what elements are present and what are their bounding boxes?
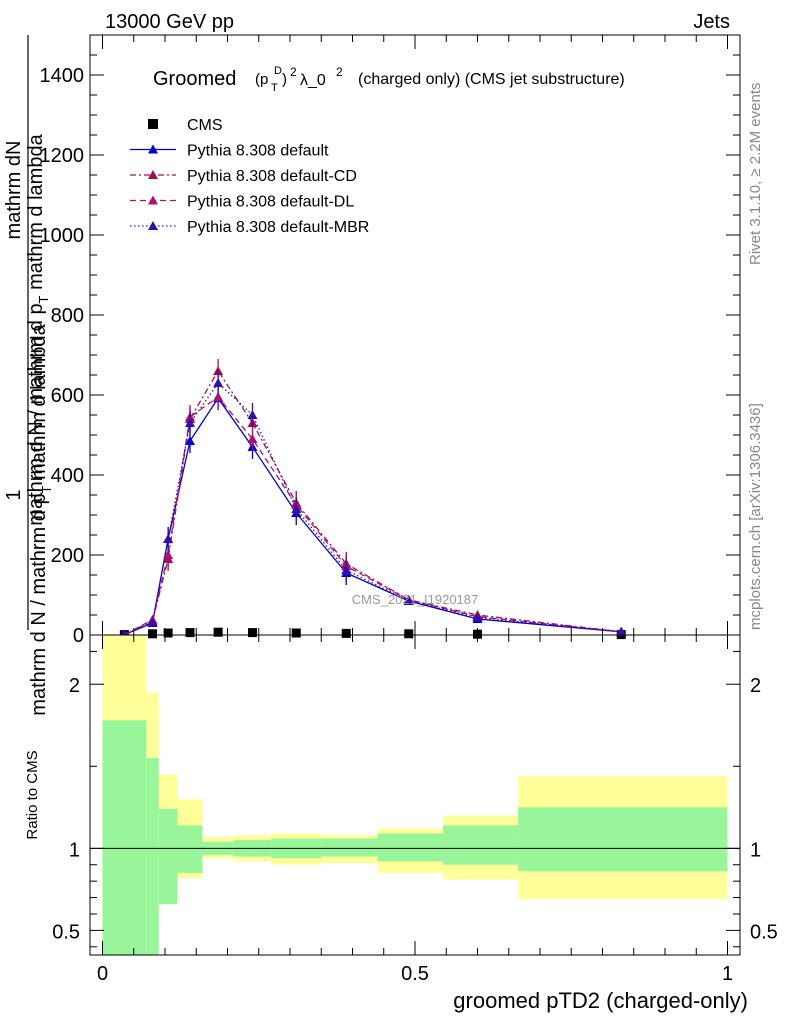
cms-point [404,629,414,639]
header-right: Jets [693,11,730,33]
series-marker [185,436,195,445]
main-panel: 0 200 400 600 800 1000 1200 1400 CMS_2021_I1920… [40,34,741,647]
legend-label: Pythia 8.308 default-MBR [187,219,369,236]
watermark: CMS_2021_I1920187 [352,592,479,607]
ratio-band-inner [321,838,378,857]
header-left: 13000 GeV pp [105,11,234,33]
series-marker [163,534,174,543]
ratio-panel: 0.5 0.5 1 1 2 2 0 0.5 1 Ratio to CMS groomed pTD… [24,634,778,1013]
ylabel-one: 1 [3,489,25,500]
y-tick-label: 1000 [40,225,85,247]
ratio-band-inner [377,833,444,862]
mcplots-label: mcplots.cern.ch [arXiv:1306.3436] [747,403,764,630]
main-ylabel: 1 mathrm d N / mathrm d pT mathrm d lamb… [3,35,54,716]
series-marker [247,410,258,419]
series-marker [616,626,627,636]
legend-entry: CMS [148,117,223,134]
series-marker [213,366,224,375]
legend: CMS Pythia 8.308 default Pythia 8.308 defa… [130,117,369,236]
series-marker [291,504,302,513]
y-tick-label: 400 [51,465,84,487]
ratio-y-tick-label: 1 [69,839,80,861]
chart-title: Groomed (p T D ) 2 λ_0 2 (charged only) … [153,65,625,94]
y-tick-label: 200 [51,545,84,567]
y-tick-label: 0 [73,625,84,647]
series-marker [213,378,224,387]
legend-swatch-marker [148,170,158,179]
title-lambda-exp: 2 [336,65,343,79]
y-tick-label: 1200 [40,145,85,167]
ratio-band-inner [518,807,728,872]
x-axis-label: groomed pTD2 (charged-only) [453,988,748,1013]
title-pt: (p [255,71,268,88]
ratio-y-tick-label-right: 0.5 [750,921,778,943]
ratio-band-inner [177,825,203,873]
series-marker [247,434,258,443]
y-tick-label: 800 [51,305,84,327]
ylabel-denominator: mathrm d N / mathrm d pT mathrm d lambda [28,323,54,715]
ratio-y-tick-label: 2 [69,675,80,697]
ratio-axis-ticks: 0.5 0.5 1 1 2 2 0 0.5 1 [52,635,778,985]
ratio-band-inner [443,825,519,865]
legend-label: Pythia 8.308 default-DL [187,194,354,211]
series-marker [213,392,224,401]
title-tail: (charged only) (CMS jet substructure) [358,71,625,88]
legend-swatch-marker [148,144,158,154]
series-marker [472,612,483,622]
legend-label: Pythia 8.308 default [187,143,329,160]
cms-point [341,628,351,638]
x-tick-label: 1 [722,963,733,985]
rivet-label: Rivet 3.1.10, ≥ 2.2M events [747,83,764,266]
ratio-band-inner [158,808,178,905]
ylabel-numerator: mathrm d N / mathrm d pT mathrm d lambda [25,133,51,525]
title-pt-close: ) [282,71,287,88]
series-4 [119,371,627,639]
series-marker [185,418,195,427]
cms-point [213,627,223,637]
y-tick-label: 600 [51,385,84,407]
series-marker [163,550,174,559]
cms-point [291,628,301,638]
ylabel-dN: mathrm dN [3,141,25,240]
x-tick-label: 0 [97,963,108,985]
ratio-y-tick-label-right: 2 [750,675,761,697]
title-main: Groomed [153,68,236,90]
cms-point [185,628,195,638]
ratio-y-tick-label-right: 1 [750,839,761,861]
title-pt-sub: T [271,82,278,94]
legend-swatch [148,119,158,129]
x-tick-label: 0.5 [401,963,429,985]
legend-label: CMS [187,117,223,134]
ratio-band-inner [102,720,147,955]
legend-entry: Pythia 8.308 default-CD [130,168,357,185]
cms-point [148,629,157,639]
cms-point [473,629,482,639]
y-tick-label: 1400 [40,65,85,87]
cms-point [163,628,173,638]
title-pt-sup: D [274,65,282,77]
main-axis-ticks: 0 200 400 600 800 1000 1200 1400 [40,34,740,647]
ratio-bands [90,635,740,955]
legend-entry: Pythia 8.308 default [130,143,329,160]
title-pt-exp: 2 [290,65,297,79]
ratio-ylabel: Ratio to CMS [24,750,41,839]
ratio-y-tick-label: 0.5 [52,921,80,943]
legend-swatch-marker [148,221,158,230]
legend-label: Pythia 8.308 default-CD [187,168,357,185]
title-lambda: λ_0 [300,72,326,89]
main-data-layer [119,359,627,640]
legend-entry: Pythia 8.308 default-MBR [130,219,369,236]
legend-swatch-marker [148,195,158,205]
series-marker [403,595,414,605]
series-marker [341,565,352,575]
ratio-band-inner [146,758,159,955]
legend-entry: Pythia 8.308 default-DL [130,194,354,211]
cms-point [248,628,257,638]
series-marker [147,617,158,627]
